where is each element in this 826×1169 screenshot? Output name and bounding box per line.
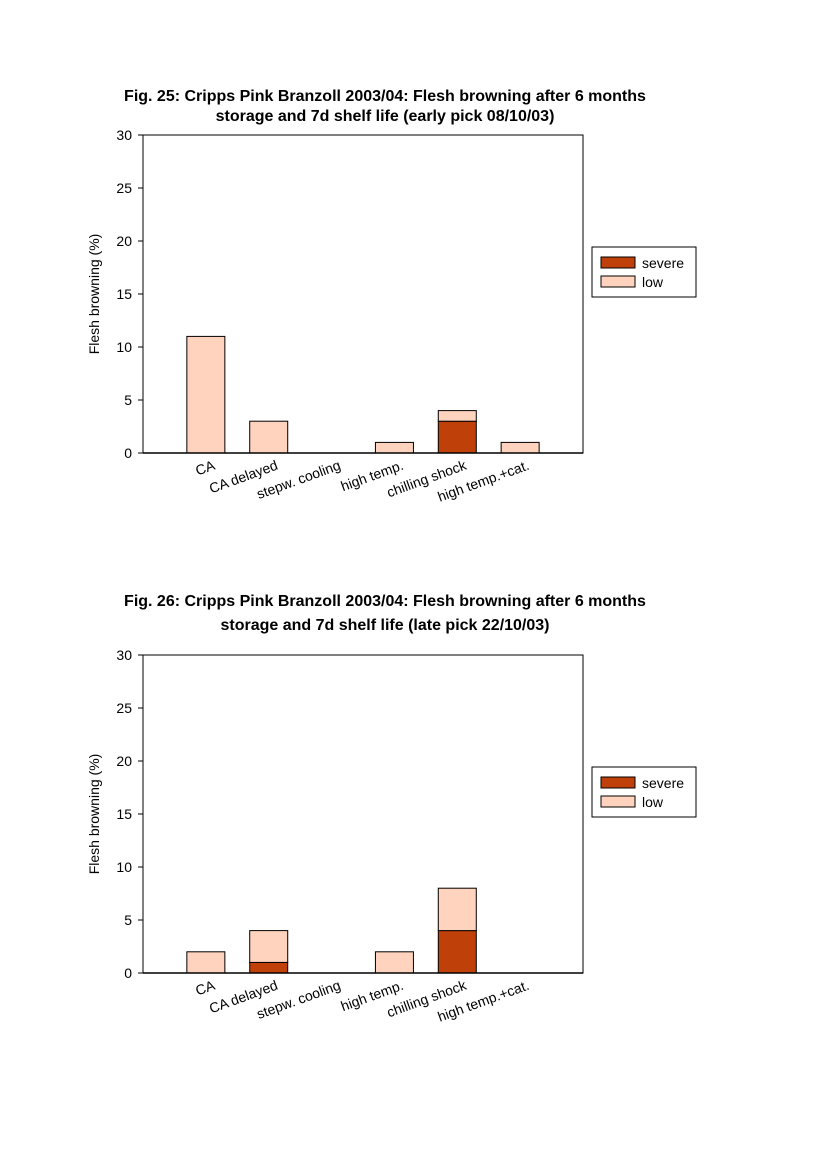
y-axis-label: Flesh browning (%): [86, 754, 102, 875]
bar-severe: [249, 961, 289, 974]
bar-low: [374, 951, 414, 974]
bar-low: [249, 420, 289, 454]
y-tick-label: 25: [116, 180, 132, 196]
y-axis-label: Flesh browning (%): [86, 234, 102, 355]
legend-label-severe: severe: [642, 775, 684, 791]
bar-severe: [437, 930, 477, 974]
y-tick-label: 30: [116, 647, 132, 663]
y-tick-label: 10: [116, 859, 132, 875]
legend-box: [591, 766, 697, 818]
legend-swatch-low: [600, 275, 636, 288]
y-tick-label: 15: [116, 806, 132, 822]
legend-swatch-low: [600, 795, 636, 808]
chart-title-line-1: Fig. 26: Cripps Pink Branzoll 2003/04: F…: [124, 593, 646, 610]
bar-low: [437, 410, 477, 422]
plot-area: [142, 654, 584, 974]
y-tick-label: 25: [116, 700, 132, 716]
chart-title-line-1: Fig. 25: Cripps Pink Branzoll 2003/04: F…: [124, 88, 646, 105]
y-tick-label: 0: [124, 965, 132, 981]
bar-low: [186, 951, 226, 974]
legend-label-low: low: [642, 794, 664, 810]
y-tick-label: 20: [116, 753, 132, 769]
bar-low: [500, 441, 540, 454]
chart-title-line-2: storage and 7d shelf life (early pick 08…: [215, 108, 555, 125]
chart-title: Fig. 26: Cripps Pink Branzoll 2003/04: F…: [0, 590, 770, 638]
y-tick-label: 15: [116, 286, 132, 302]
legend-swatch-severe: [600, 776, 636, 789]
legend-box: [591, 246, 697, 298]
bar-severe: [437, 420, 477, 454]
y-tick-label: 20: [116, 233, 132, 249]
y-tick-label: 0: [124, 445, 132, 461]
chart-title: Fig. 25: Cripps Pink Branzoll 2003/04: F…: [0, 87, 770, 127]
y-tick-label: 10: [116, 339, 132, 355]
legend-label-severe: severe: [642, 255, 684, 271]
bar-low: [186, 335, 226, 454]
x-tick-label: CA: [193, 457, 217, 479]
legend-swatch-severe: [600, 256, 636, 269]
bar-low: [437, 887, 477, 932]
y-tick-label: 30: [116, 127, 132, 143]
bar-low: [374, 441, 414, 454]
bar-low: [249, 930, 289, 963]
y-tick-label: 5: [124, 392, 132, 408]
legend-label-low: low: [642, 274, 664, 290]
x-tick-label: CA: [193, 977, 217, 999]
chart-title-line-2: storage and 7d shelf life (late pick 22/…: [220, 617, 550, 634]
y-tick-label: 5: [124, 912, 132, 928]
